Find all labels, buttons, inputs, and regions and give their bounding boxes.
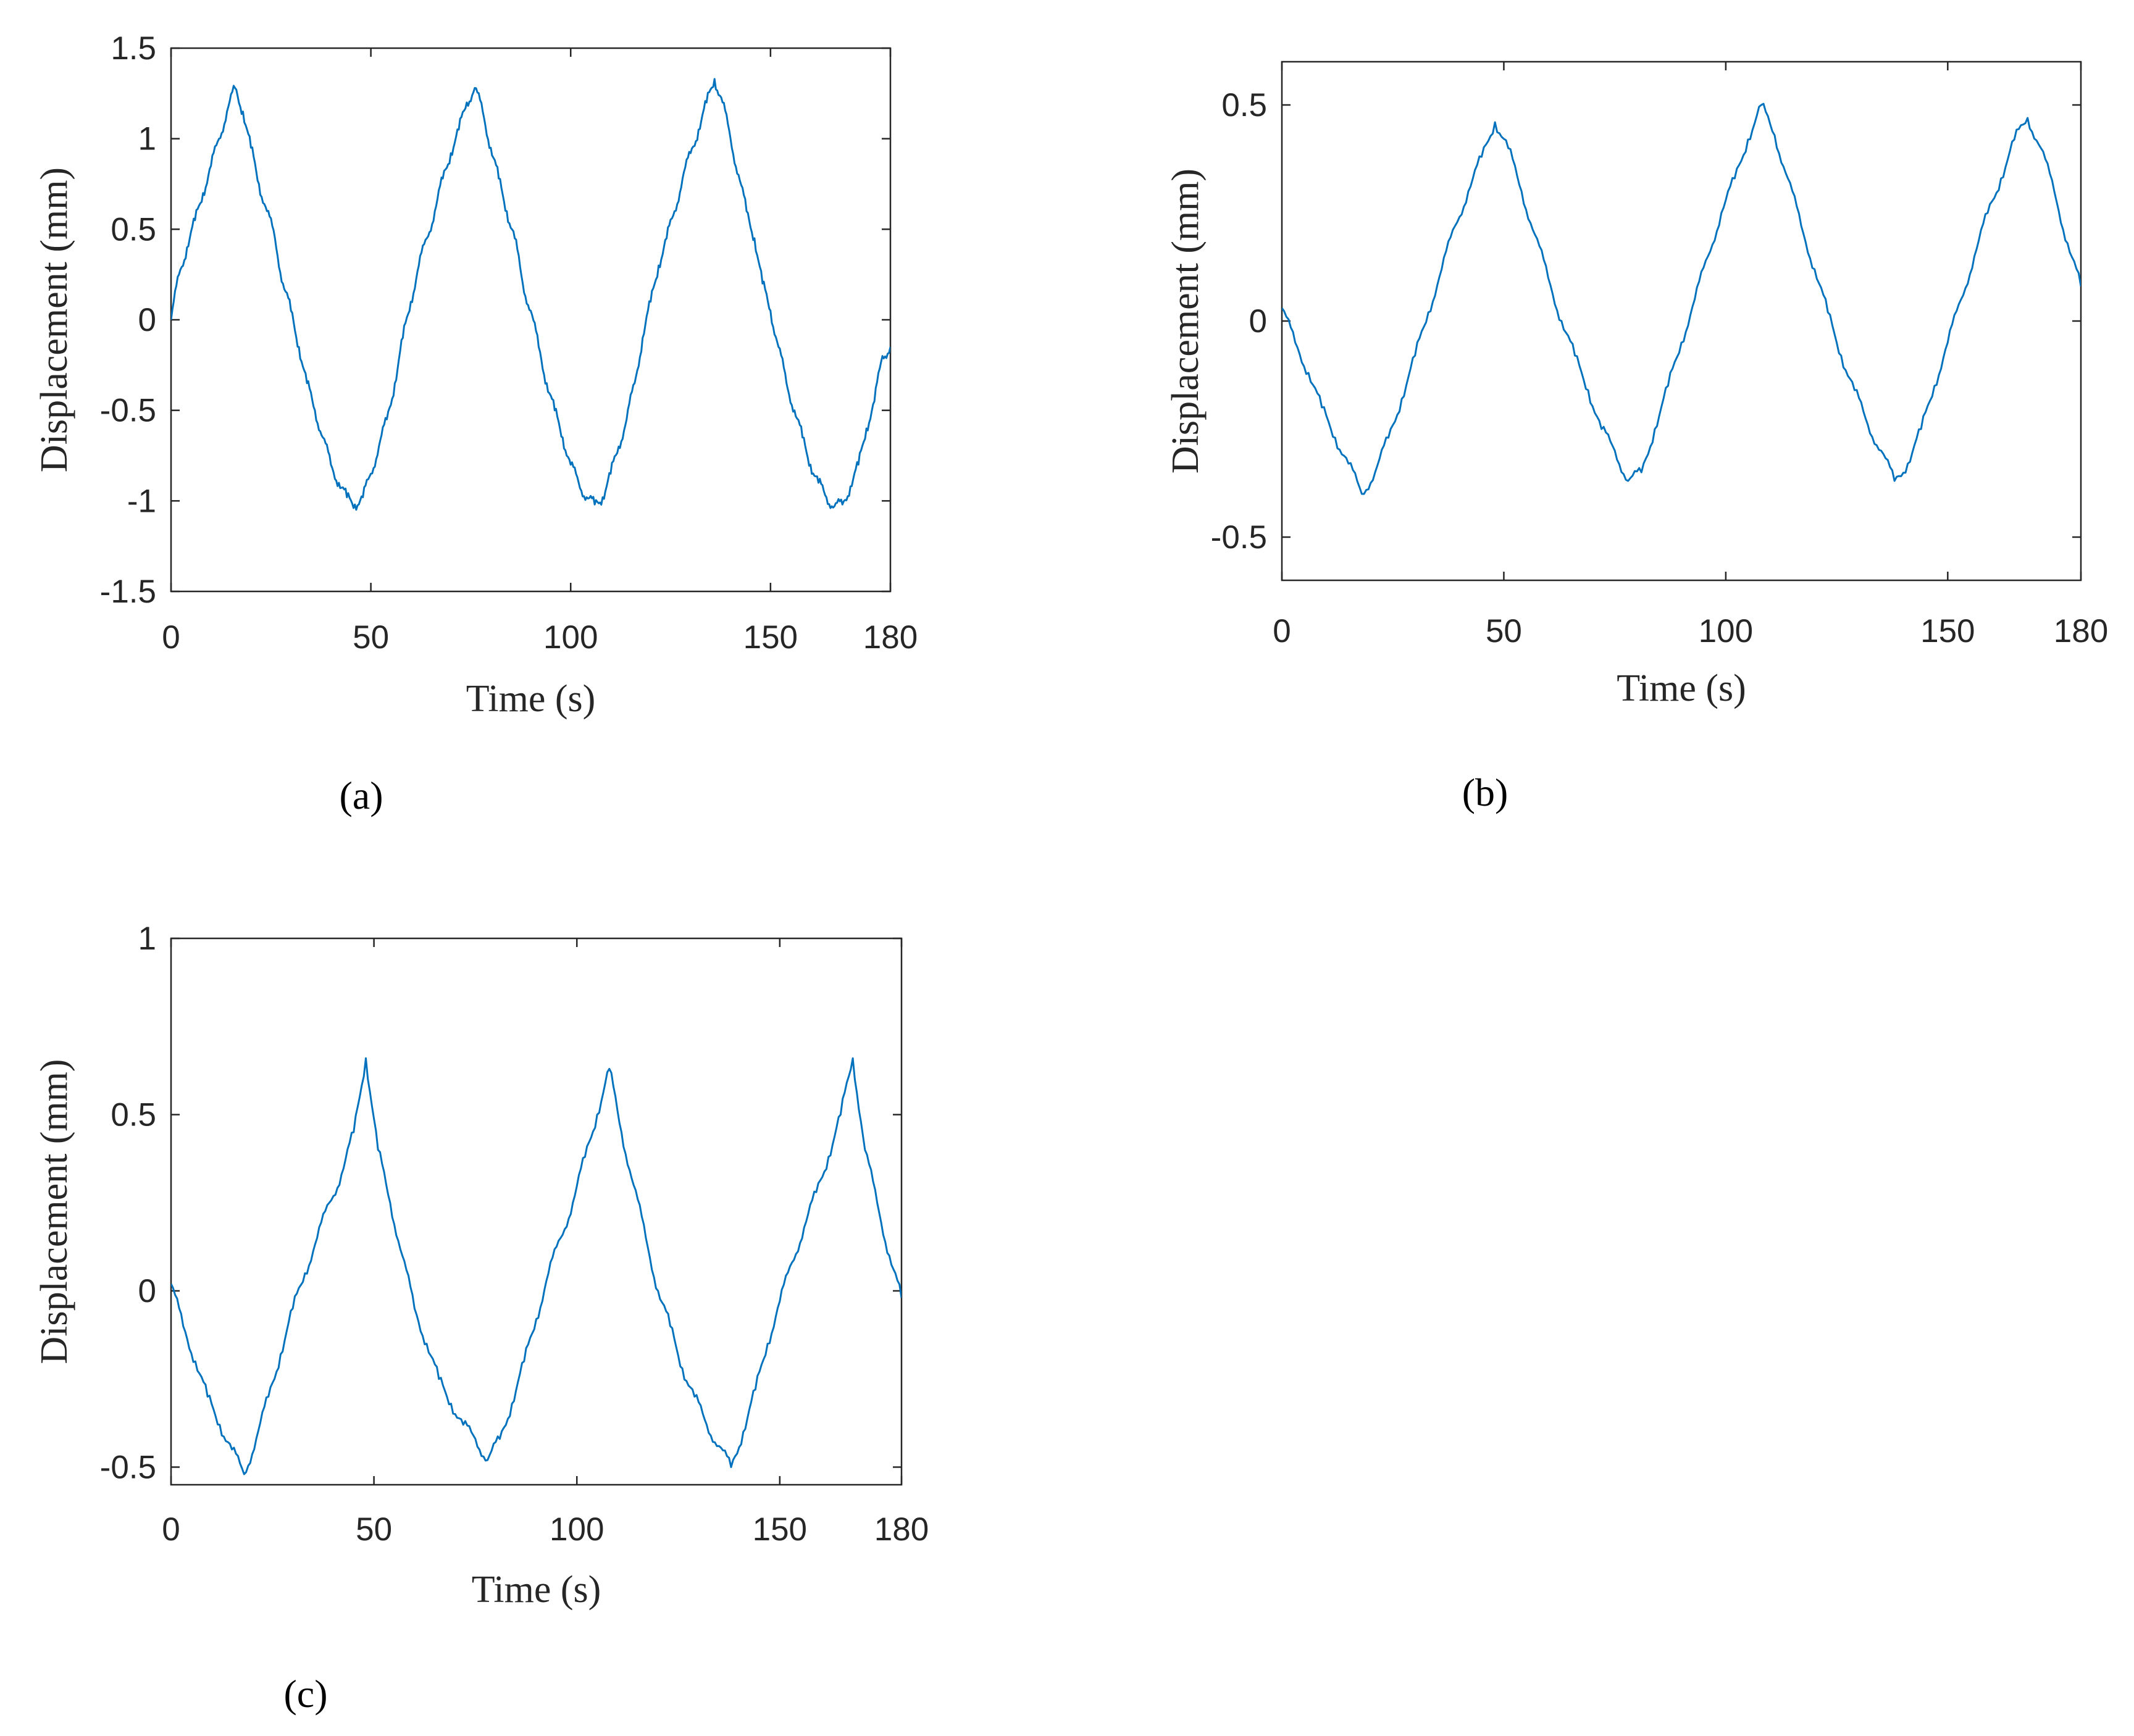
- panel-caption: (b): [1462, 770, 1508, 814]
- x-tick-label: 50: [356, 1511, 392, 1548]
- y-tick-label: 1: [138, 121, 156, 157]
- axes-box: [170, 937, 903, 1486]
- y-tick-label: 0: [138, 1273, 156, 1309]
- x-tick-label: 150: [753, 1511, 807, 1548]
- x-tick-label: 150: [743, 619, 798, 656]
- x-tick-label: 0: [1273, 613, 1291, 649]
- x-axis-label: Time (s): [472, 1569, 601, 1611]
- panel-caption: (c): [283, 1672, 327, 1716]
- panel-a: 0 50 100 150 180 -1.5 -1 -0.5 0 0.5 1 1.5 Time (s) Di…: [33, 30, 918, 817]
- x-tick-label: 100: [550, 1511, 604, 1548]
- y-axis-label: Displacement (mm): [33, 167, 75, 472]
- x-tick-label: 180: [2054, 613, 2108, 649]
- panel-b: 0 50 100 150 180 -0.5 0 0.5 Time (s) Displacement…: [1165, 61, 2108, 814]
- x-tick-label: 50: [353, 619, 389, 656]
- x-tick-label: 180: [874, 1511, 929, 1548]
- y-tick-label: 0: [138, 302, 156, 338]
- x-tick-label: 50: [1486, 613, 1522, 649]
- y-tick-label: 0: [1249, 303, 1267, 340]
- y-tick-label: -1.5: [100, 574, 156, 610]
- y-tick-label: 1.5: [111, 30, 156, 67]
- y-tick-label: 0.5: [111, 1096, 156, 1133]
- y-tick-label: 0.5: [111, 211, 156, 248]
- y-tick-label: 0.5: [1221, 87, 1267, 123]
- y-tick-label: -0.5: [1211, 519, 1267, 556]
- x-axis-label: Time (s): [466, 678, 596, 720]
- x-tick-label: 0: [162, 619, 180, 656]
- series-line: [171, 1057, 902, 1475]
- x-axis-label: Time (s): [1617, 667, 1746, 709]
- y-tick-label: -0.5: [100, 1449, 156, 1485]
- x-tick-label: 100: [1699, 613, 1753, 649]
- series-line: [1282, 102, 2081, 495]
- x-tick-label: 0: [162, 1511, 180, 1548]
- panel-caption: (a): [339, 774, 383, 817]
- y-tick-label: -1: [127, 483, 156, 519]
- y-tick-label: 1: [138, 920, 156, 957]
- series-line: [171, 78, 890, 511]
- y-axis-label: Displacement (mm): [1165, 169, 1207, 474]
- x-tick-label: 100: [543, 619, 598, 656]
- x-tick-label: 180: [863, 619, 918, 656]
- x-tick-label: 150: [1920, 613, 1975, 649]
- y-axis-label: Displacement (mm): [33, 1059, 75, 1364]
- y-tick-label: -0.5: [100, 393, 156, 429]
